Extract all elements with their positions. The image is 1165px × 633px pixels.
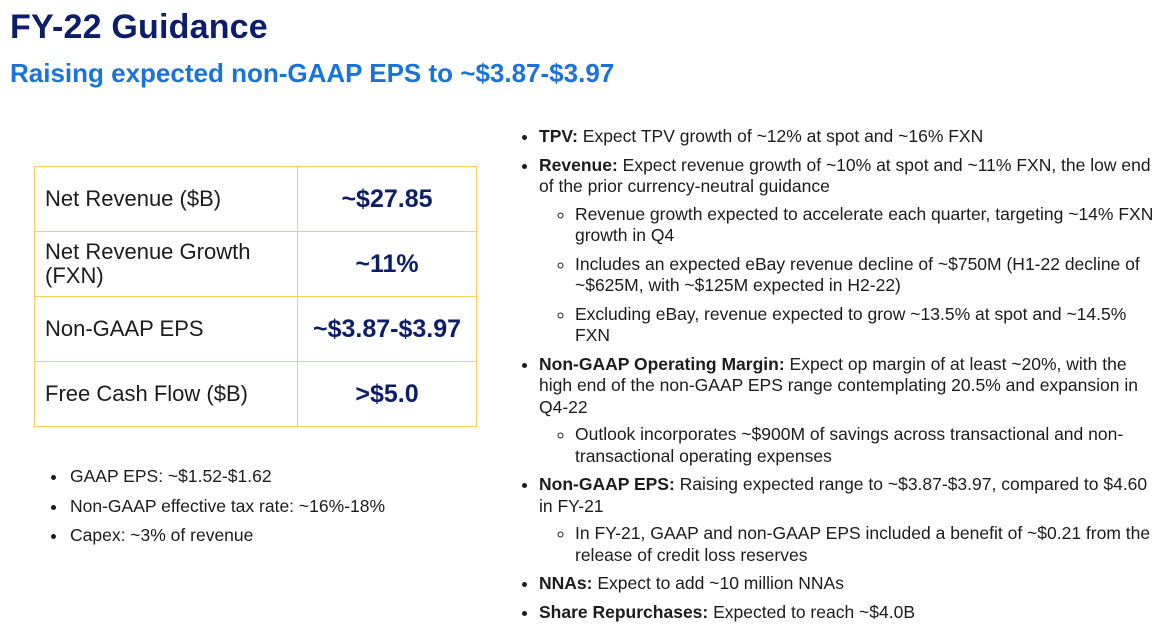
net-revenue-value: ~$27.85 bbox=[297, 166, 477, 232]
sub-bullet: Outlook incorporates ~$900M of savings a… bbox=[575, 424, 1158, 467]
table-row: Net Revenue Growth (FXN) ~11% bbox=[34, 231, 477, 297]
revenue-sub-list: Revenue growth expected to accelerate ea… bbox=[539, 204, 1158, 347]
gaap-eps-bullet: GAAP EPS: ~$1.52-$1.62 bbox=[68, 462, 488, 492]
bullet-text: Expect TPV growth of ~12% at spot and ~1… bbox=[582, 126, 984, 146]
share-repurchases-bullet: Share Repurchases: Expected to reach ~$4… bbox=[539, 602, 1158, 624]
table-row: Non-GAAP EPS ~$3.87-$3.97 bbox=[34, 296, 477, 362]
left-bullet-list: GAAP EPS: ~$1.52-$1.62 Non-GAAP effectiv… bbox=[34, 462, 488, 551]
capex-bullet: Capex: ~3% of revenue bbox=[68, 521, 488, 551]
operating-margin-bullet: Non-GAAP Operating Margin: Expect op mar… bbox=[539, 354, 1158, 468]
non-gaap-eps-value: ~$3.87-$3.97 bbox=[297, 296, 477, 362]
net-revenue-label: Net Revenue ($B) bbox=[34, 166, 298, 232]
bullet-heading: Revenue: bbox=[539, 154, 618, 175]
bullet-heading: Share Repurchases: bbox=[539, 601, 709, 622]
bullet-text: Expect to add ~10 million NNAs bbox=[597, 573, 844, 593]
guidance-details: TPV: Expect TPV growth of ~12% at spot a… bbox=[518, 126, 1158, 630]
revenue-growth-value: ~11% bbox=[297, 231, 477, 297]
bullet-heading: Non-GAAP Operating Margin: bbox=[539, 353, 785, 374]
bullet-heading: NNAs: bbox=[539, 573, 593, 593]
bullet-text: Expect revenue growth of ~10% at spot an… bbox=[539, 154, 1151, 197]
page-subtitle: Raising expected non-GAAP EPS to ~$3.87-… bbox=[10, 58, 615, 88]
bullet-heading: Non-GAAP EPS: bbox=[539, 474, 675, 494]
sub-bullet: Excluding eBay, revenue expected to grow… bbox=[575, 304, 1158, 347]
non-gaap-eps-label: Non-GAAP EPS bbox=[34, 296, 298, 362]
page-title: FY-22 Guidance bbox=[10, 8, 268, 46]
guidance-table: Net Revenue ($B) ~$27.85 Net Revenue Gro… bbox=[34, 166, 477, 427]
table-row: Free Cash Flow ($B) >$5.0 bbox=[34, 361, 477, 427]
margin-sub-list: Outlook incorporates ~$900M of savings a… bbox=[539, 424, 1158, 467]
sub-bullet: In FY-21, GAAP and non-GAAP EPS included… bbox=[575, 523, 1158, 566]
sub-bullet: Revenue growth expected to accelerate ea… bbox=[575, 204, 1158, 247]
sub-bullet: Includes an expected eBay revenue declin… bbox=[575, 254, 1158, 297]
bullet-text: Expect op margin of at least ~20%, with … bbox=[539, 353, 1138, 417]
tax-rate-bullet: Non-GAAP effective tax rate: ~16%-18% bbox=[68, 492, 488, 522]
table-row: Net Revenue ($B) ~$27.85 bbox=[34, 166, 477, 232]
free-cash-flow-label: Free Cash Flow ($B) bbox=[34, 361, 298, 427]
nnas-bullet: NNAs: Expect to add ~10 million NNAs bbox=[539, 573, 1158, 595]
bullet-heading: TPV: bbox=[539, 126, 578, 146]
non-gaap-eps-bullet: Non-GAAP EPS: Raising expected range to … bbox=[539, 474, 1158, 566]
free-cash-flow-value: >$5.0 bbox=[297, 361, 477, 427]
details-list: TPV: Expect TPV growth of ~12% at spot a… bbox=[518, 126, 1158, 623]
revenue-growth-label: Net Revenue Growth (FXN) bbox=[34, 231, 298, 297]
eps-sub-list: In FY-21, GAAP and non-GAAP EPS included… bbox=[539, 523, 1158, 566]
revenue-bullet: Revenue: Expect revenue growth of ~10% a… bbox=[539, 155, 1158, 347]
bullet-text: Expected to reach ~$4.0B bbox=[713, 601, 915, 622]
bullet-text: Raising expected range to ~$3.87-$3.97, … bbox=[539, 474, 1148, 516]
tpv-bullet: TPV: Expect TPV growth of ~12% at spot a… bbox=[539, 126, 1158, 148]
